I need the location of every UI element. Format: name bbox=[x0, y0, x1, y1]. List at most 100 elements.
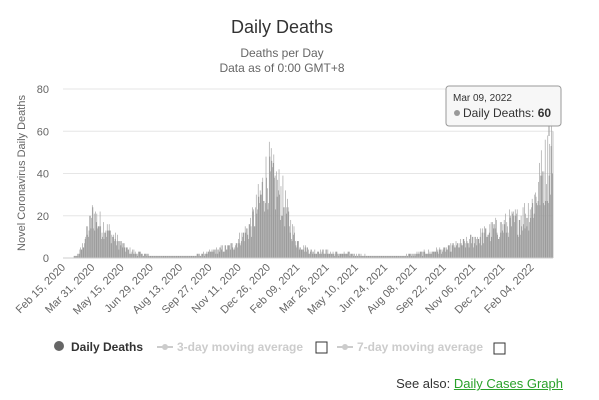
daily-deaths-bar[interactable] bbox=[421, 251, 423, 258]
daily-deaths-bar[interactable] bbox=[314, 249, 316, 258]
daily-deaths-bar[interactable] bbox=[396, 255, 398, 258]
daily-deaths-bar[interactable] bbox=[335, 251, 337, 258]
daily-deaths-bar[interactable] bbox=[264, 211, 266, 258]
daily-deaths-bar[interactable] bbox=[361, 255, 362, 258]
daily-deaths-bar[interactable] bbox=[151, 255, 153, 258]
daily-deaths-bar[interactable] bbox=[490, 241, 491, 258]
daily-deaths-bar[interactable] bbox=[194, 255, 195, 258]
daily-deaths-bar[interactable] bbox=[96, 213, 98, 258]
daily-deaths-bar[interactable] bbox=[205, 253, 207, 258]
daily-deaths-bar[interactable] bbox=[376, 255, 378, 258]
daily-deaths-bar[interactable] bbox=[306, 247, 308, 258]
daily-deaths-bar[interactable] bbox=[164, 255, 166, 258]
daily-deaths-bar[interactable] bbox=[452, 243, 454, 258]
daily-deaths-bar[interactable] bbox=[98, 226, 100, 258]
daily-deaths-bar[interactable] bbox=[515, 215, 517, 258]
daily-deaths-bar[interactable] bbox=[261, 194, 262, 259]
daily-deaths-bar[interactable] bbox=[177, 255, 178, 258]
daily-deaths-bar[interactable] bbox=[540, 175, 541, 258]
daily-deaths-bar[interactable] bbox=[131, 251, 133, 258]
daily-deaths-bar[interactable] bbox=[243, 232, 245, 258]
daily-deaths-bar[interactable] bbox=[324, 253, 326, 258]
daily-deaths-bar[interactable] bbox=[240, 245, 241, 258]
daily-deaths-bar[interactable] bbox=[187, 255, 189, 258]
daily-deaths-bar[interactable] bbox=[279, 194, 280, 259]
daily-deaths-bar[interactable] bbox=[278, 190, 279, 258]
daily-deaths-bar[interactable] bbox=[201, 253, 202, 258]
daily-deaths-bar[interactable] bbox=[274, 177, 275, 258]
daily-deaths-bar[interactable] bbox=[283, 207, 285, 258]
daily-deaths-bar[interactable] bbox=[291, 241, 293, 258]
daily-deaths-bar[interactable] bbox=[517, 234, 519, 258]
daily-deaths-bar[interactable] bbox=[487, 234, 489, 258]
daily-deaths-bar[interactable] bbox=[224, 251, 225, 258]
daily-deaths-bar[interactable] bbox=[532, 203, 534, 258]
daily-deaths-bar[interactable] bbox=[268, 203, 269, 258]
daily-deaths-bar[interactable] bbox=[312, 253, 314, 258]
daily-deaths-bar[interactable] bbox=[219, 247, 221, 258]
daily-deaths-bar[interactable] bbox=[415, 253, 416, 258]
daily-deaths-bar[interactable] bbox=[322, 249, 324, 258]
daily-deaths-bar[interactable] bbox=[340, 253, 342, 258]
checkbox-7day-average[interactable] bbox=[493, 342, 506, 355]
daily-deaths-bar[interactable] bbox=[82, 243, 83, 258]
daily-deaths-bar[interactable] bbox=[78, 253, 79, 258]
daily-deaths-bar[interactable] bbox=[324, 253, 325, 258]
daily-deaths-bar[interactable] bbox=[493, 228, 495, 258]
daily-deaths-bar[interactable] bbox=[378, 255, 379, 258]
daily-deaths-bar[interactable] bbox=[362, 255, 364, 258]
daily-deaths-bar[interactable] bbox=[103, 222, 104, 258]
daily-deaths-bar[interactable] bbox=[90, 215, 91, 258]
daily-deaths-bar[interactable] bbox=[311, 251, 313, 258]
daily-deaths-bar[interactable] bbox=[226, 249, 227, 258]
daily-deaths-bar[interactable] bbox=[430, 253, 431, 258]
daily-deaths-bar[interactable] bbox=[124, 247, 126, 258]
daily-deaths-bar[interactable] bbox=[76, 255, 77, 258]
daily-deaths-bar[interactable] bbox=[212, 249, 214, 258]
daily-deaths-bar[interactable] bbox=[103, 238, 105, 258]
daily-deaths-bar[interactable] bbox=[448, 245, 450, 258]
daily-deaths-bar[interactable] bbox=[146, 255, 148, 258]
daily-deaths-bar[interactable] bbox=[154, 255, 156, 258]
daily-deaths-bar[interactable] bbox=[94, 230, 96, 258]
daily-deaths-bar[interactable] bbox=[289, 232, 291, 258]
daily-deaths-bar[interactable] bbox=[456, 245, 457, 258]
daily-deaths-bar[interactable] bbox=[142, 255, 144, 258]
daily-deaths-bar[interactable] bbox=[398, 255, 400, 258]
daily-deaths-bar[interactable] bbox=[509, 217, 511, 258]
daily-deaths-bar[interactable] bbox=[248, 224, 250, 258]
daily-deaths-bar[interactable] bbox=[250, 226, 252, 258]
daily-deaths-bar[interactable] bbox=[358, 253, 359, 258]
daily-deaths-bar[interactable] bbox=[221, 249, 223, 258]
daily-deaths-bar[interactable] bbox=[458, 247, 460, 258]
daily-deaths-bar[interactable] bbox=[477, 236, 478, 259]
daily-deaths-bar[interactable] bbox=[225, 245, 226, 258]
daily-deaths-bar[interactable] bbox=[388, 255, 390, 258]
daily-deaths-bar[interactable] bbox=[168, 255, 169, 258]
daily-deaths-bar[interactable] bbox=[299, 247, 301, 258]
daily-deaths-bar[interactable] bbox=[273, 154, 275, 258]
daily-deaths-bar[interactable] bbox=[193, 255, 195, 258]
daily-deaths-bar[interactable] bbox=[365, 255, 367, 258]
daily-deaths-bar[interactable] bbox=[276, 196, 278, 258]
daily-deaths-bar[interactable] bbox=[74, 255, 76, 258]
daily-deaths-bar[interactable] bbox=[373, 255, 375, 258]
daily-deaths-bar[interactable] bbox=[343, 253, 344, 258]
daily-deaths-bar[interactable] bbox=[418, 251, 420, 258]
daily-deaths-bar[interactable] bbox=[518, 219, 520, 258]
daily-deaths-bar[interactable] bbox=[110, 230, 111, 258]
daily-deaths-bar[interactable] bbox=[95, 222, 97, 258]
daily-deaths-bar[interactable] bbox=[461, 245, 463, 258]
daily-deaths-bar[interactable] bbox=[539, 205, 541, 258]
daily-deaths-bar[interactable] bbox=[338, 255, 340, 258]
daily-deaths-bar[interactable] bbox=[199, 255, 201, 258]
daily-deaths-bar[interactable] bbox=[529, 209, 531, 258]
daily-deaths-bar[interactable] bbox=[375, 255, 377, 258]
daily-deaths-bar[interactable] bbox=[121, 241, 122, 258]
daily-deaths-bar[interactable] bbox=[315, 253, 317, 258]
daily-deaths-bar[interactable] bbox=[294, 241, 296, 258]
daily-deaths-bar[interactable] bbox=[141, 253, 143, 258]
daily-deaths-bar[interactable] bbox=[119, 241, 121, 258]
daily-deaths-bar[interactable] bbox=[175, 255, 177, 258]
daily-deaths-bar[interactable] bbox=[100, 226, 102, 258]
